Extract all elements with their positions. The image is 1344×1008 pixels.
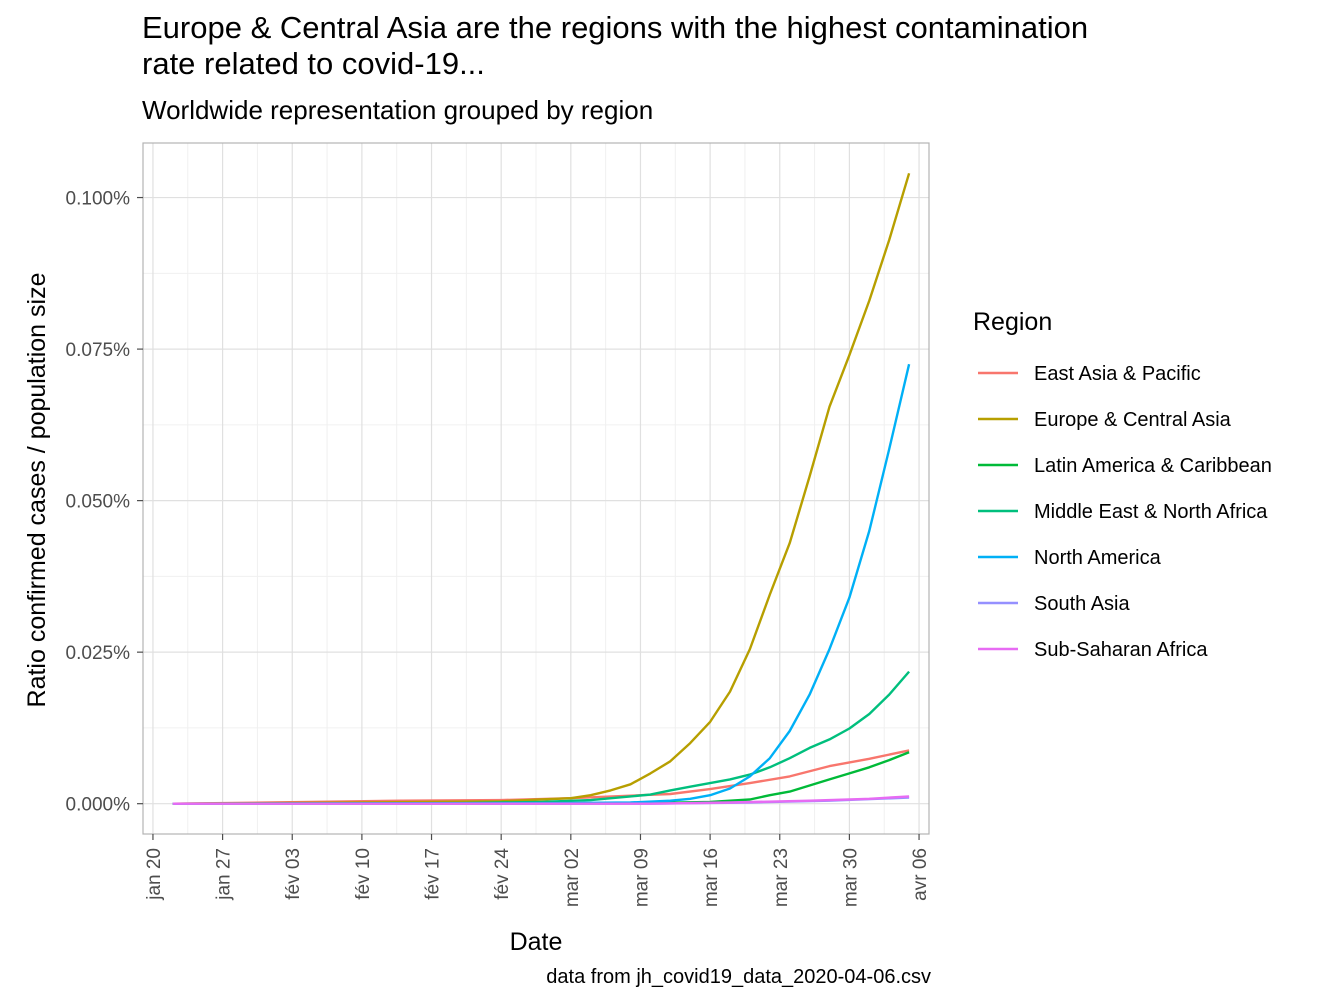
legend-label: Sub-Saharan Africa	[1034, 639, 1208, 661]
x-tick-label: mar 09	[631, 848, 652, 907]
y-axis-title: Ratio confirmed cases / population size	[23, 273, 51, 708]
x-tick-label: fév 10	[353, 848, 374, 900]
series-line	[172, 670, 911, 805]
y-tick-label: 0.025%	[66, 643, 131, 664]
x-tick-label: fév 03	[283, 848, 304, 900]
x-tick-label: mar 02	[562, 848, 583, 907]
x-tick-label: fév 17	[423, 848, 444, 900]
y-tick-label: 0.050%	[66, 492, 131, 513]
series-line	[172, 172, 911, 805]
legend-label: South Asia	[1034, 593, 1131, 615]
legend-label: Latin America & Caribbean	[1034, 455, 1272, 477]
legend-label: East Asia & Pacific	[1034, 363, 1201, 385]
series-line	[172, 795, 910, 805]
grid-lines	[143, 143, 929, 834]
y-tick-label: 0.100%	[66, 189, 131, 210]
x-axis-title: Date	[510, 928, 563, 956]
series-line	[172, 751, 910, 805]
legend-label: North America	[1034, 547, 1162, 569]
plot-panel-border	[142, 142, 930, 835]
chart-subtitle: Worldwide representation grouped by regi…	[142, 95, 654, 125]
x-tick-label: jan 27	[214, 848, 235, 901]
series-line	[172, 749, 910, 805]
x-tick-label: mar 23	[771, 848, 792, 907]
x-axis: jan 20 jan 27 fév 03 fév 10 fév 17 fév 24 mar …	[144, 834, 931, 907]
x-tick-label: mar 30	[840, 848, 861, 907]
series-line	[172, 363, 911, 805]
y-tick-label: 0.000%	[66, 795, 131, 816]
legend-label: Middle East & North Africa	[1034, 501, 1268, 523]
series-lines	[172, 172, 911, 805]
y-axis: 0.000% 0.025% 0.050% 0.075% 0.100%	[66, 189, 143, 816]
y-tick-label: 0.075%	[66, 340, 131, 361]
legend-label: Europe & Central Asia	[1034, 409, 1232, 431]
chart-title: Europe & Central Asia are the regions wi…	[142, 10, 1089, 81]
legend: Region East Asia & Pacific Europe & Centr…	[973, 308, 1272, 661]
x-tick-label: fév 24	[492, 848, 513, 900]
legend-title: Region	[973, 308, 1052, 336]
x-tick-label: jan 20	[144, 848, 165, 901]
x-tick-label: mar 16	[701, 848, 722, 907]
chart-caption: data from jh_covid19_data_2020-04-06.csv	[546, 966, 931, 988]
x-tick-label: avr 06	[910, 848, 931, 901]
